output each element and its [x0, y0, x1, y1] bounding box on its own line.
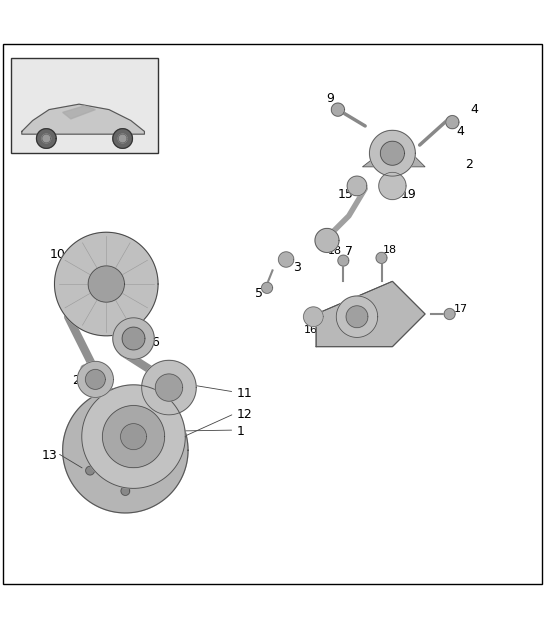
Polygon shape [82, 385, 185, 489]
Text: 19: 19 [401, 188, 416, 200]
Polygon shape [336, 296, 378, 337]
Polygon shape [338, 255, 349, 266]
Polygon shape [37, 129, 56, 148]
Polygon shape [376, 252, 387, 263]
Polygon shape [86, 369, 105, 389]
Polygon shape [121, 487, 130, 495]
Text: 6: 6 [152, 336, 159, 349]
Text: 13: 13 [41, 449, 57, 462]
Polygon shape [315, 229, 339, 252]
Polygon shape [346, 306, 368, 328]
Polygon shape [156, 426, 165, 434]
Text: 15: 15 [338, 188, 354, 200]
Polygon shape [316, 281, 425, 347]
Text: 4: 4 [470, 103, 478, 116]
Text: 14: 14 [339, 328, 353, 338]
Text: 6: 6 [389, 327, 396, 340]
Text: 1: 1 [237, 425, 245, 438]
Text: 18: 18 [328, 246, 342, 256]
Bar [11, 58, 158, 153]
Polygon shape [121, 405, 130, 414]
Polygon shape [102, 406, 165, 468]
Polygon shape [22, 104, 144, 134]
Polygon shape [113, 318, 154, 359]
Polygon shape [86, 466, 94, 475]
Polygon shape [347, 176, 367, 196]
Polygon shape [42, 134, 51, 143]
Text: 2: 2 [72, 374, 80, 387]
Polygon shape [120, 424, 147, 450]
Polygon shape [122, 327, 145, 350]
Text: 7: 7 [345, 245, 353, 258]
Polygon shape [156, 466, 165, 475]
Text: 18: 18 [383, 245, 397, 255]
Polygon shape [118, 134, 127, 143]
Text: 3: 3 [293, 261, 301, 274]
Text: 10: 10 [49, 247, 65, 261]
Polygon shape [262, 283, 272, 293]
Polygon shape [86, 426, 94, 434]
Polygon shape [77, 362, 113, 398]
Polygon shape [54, 232, 158, 336]
Text: 11: 11 [237, 386, 253, 399]
Polygon shape [331, 103, 344, 116]
Text: 2: 2 [465, 158, 473, 171]
Polygon shape [155, 374, 183, 401]
Text: 4: 4 [457, 125, 464, 138]
Polygon shape [380, 141, 404, 165]
Polygon shape [63, 387, 188, 513]
Polygon shape [142, 360, 196, 415]
Polygon shape [446, 116, 459, 129]
Polygon shape [113, 129, 132, 148]
Polygon shape [278, 252, 294, 267]
Text: 5: 5 [255, 287, 263, 300]
Text: 9: 9 [326, 92, 334, 106]
Polygon shape [370, 131, 415, 176]
Text: 12: 12 [237, 408, 253, 421]
Polygon shape [362, 139, 425, 167]
Polygon shape [63, 106, 95, 119]
Polygon shape [88, 266, 124, 302]
Polygon shape [444, 308, 455, 320]
Text: 16: 16 [304, 325, 318, 335]
Text: 17: 17 [453, 303, 468, 313]
Polygon shape [379, 172, 406, 200]
Polygon shape [304, 307, 323, 327]
